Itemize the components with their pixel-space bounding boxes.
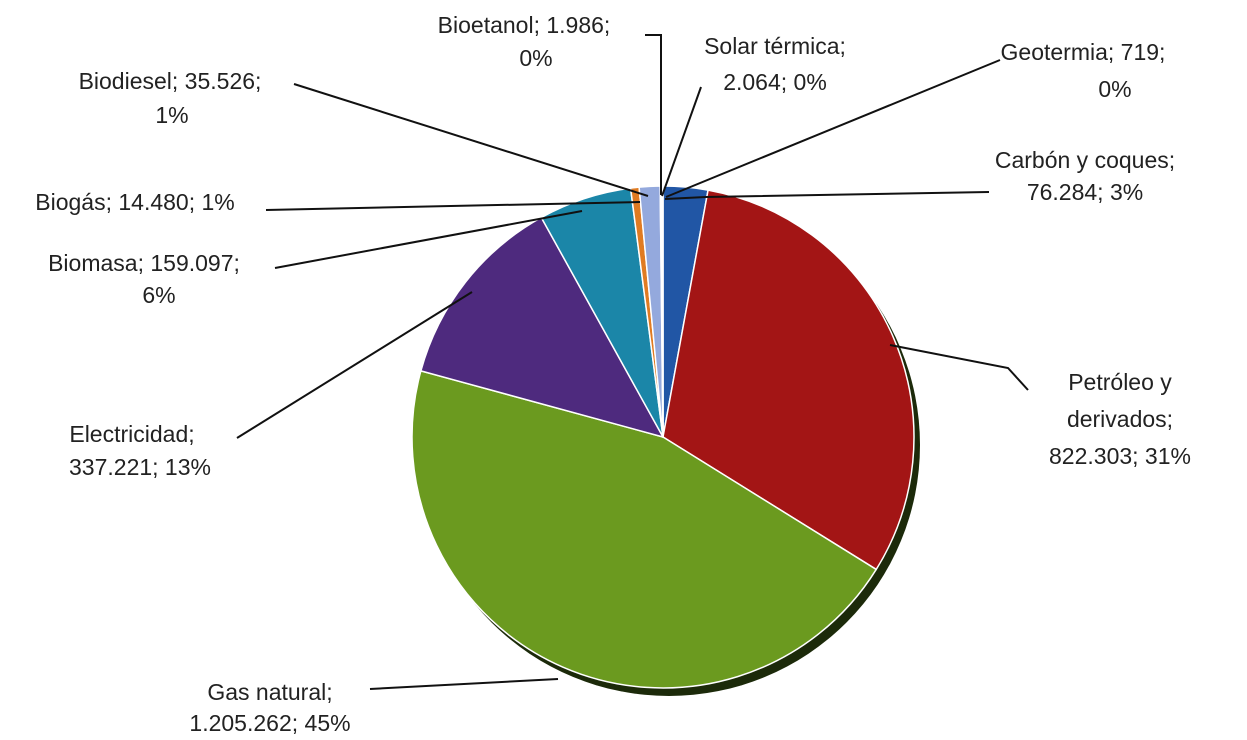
leader-line-carbon-y-coques: [664, 191, 990, 200]
slice-label-gas-natural: Gas natural; 1.205.262; 45%: [189, 679, 350, 736]
slice-label-line: Biodiesel; 35.526;: [79, 68, 262, 94]
slice-label-biodiesel: Biodiesel; 35.526; 1%: [79, 68, 262, 128]
leader-line-petroleo-y-derivados: [889, 344, 1029, 391]
slice-label-line: 337.221; 13%: [69, 454, 211, 480]
slice-label-line: Biomasa; 159.097;: [48, 250, 240, 276]
slice-label-line: Geotermia; 719;: [1001, 39, 1166, 65]
slice-label-line: 76.284; 3%: [1027, 179, 1143, 205]
slice-label-line: 1.205.262; 45%: [189, 710, 350, 736]
slice-label-line: 1%: [155, 102, 188, 128]
leader-line-gas-natural: [369, 678, 559, 690]
slice-label-solar-termica: Solar térmica; 2.064; 0%: [704, 33, 846, 95]
slice-label-line: 0%: [519, 45, 552, 71]
slice-label-line: derivados;: [1067, 406, 1173, 432]
slice-label-line: Biogás; 14.480; 1%: [35, 189, 234, 215]
leader-line-biogas: [265, 201, 641, 211]
slice-label-line: 822.303; 31%: [1049, 443, 1191, 469]
slice-label-biogas: Biogás; 14.480; 1%: [35, 189, 234, 215]
slice-label-line: 2.064; 0%: [723, 69, 827, 95]
slice-label-line: Electricidad;: [69, 421, 194, 447]
slice-labels: Carbón y coques; 76.284; 3% Petróleo y deri…: [35, 12, 1191, 736]
leader-line-solar-termica: [661, 86, 702, 197]
slice-label-line: 0%: [1098, 76, 1131, 102]
leader-line-electricidad: [236, 291, 473, 439]
slice-label-line: Carbón y coques;: [995, 147, 1175, 173]
slice-label-line: Solar térmica;: [704, 33, 846, 59]
slice-label-carbon-y-coques: Carbón y coques; 76.284; 3%: [995, 147, 1175, 205]
slice-label-petroleo-y-derivados: Petróleo y derivados; 822.303; 31%: [1049, 369, 1191, 469]
pie-slice-electricidad: [420, 216, 664, 438]
leader-lines: [236, 34, 1029, 690]
pie-slice-petroleo-y-derivados: [662, 189, 915, 571]
slice-label-line: Bioetanol; 1.986;: [438, 12, 611, 38]
leader-line-bioetanol: [645, 34, 662, 195]
slice-label-line: Petróleo y: [1068, 369, 1172, 395]
slice-label-line: Gas natural;: [207, 679, 332, 705]
slice-label-geotermia: Geotermia; 719; 0%: [1001, 39, 1166, 102]
slice-label-line: 6%: [142, 282, 175, 308]
slice-label-electricidad: Electricidad; 337.221; 13%: [69, 421, 211, 480]
pie-slice-gas-natural: [411, 370, 877, 689]
leader-line-geotermia: [665, 59, 1001, 198]
pie-slices: [411, 185, 915, 689]
leader-line-biomasa: [274, 210, 583, 269]
leader-line-biodiesel: [293, 83, 649, 197]
slice-label-biomasa: Biomasa; 159.097; 6%: [48, 250, 240, 308]
slice-label-bioetanol: Bioetanol; 1.986; 0%: [438, 12, 611, 71]
